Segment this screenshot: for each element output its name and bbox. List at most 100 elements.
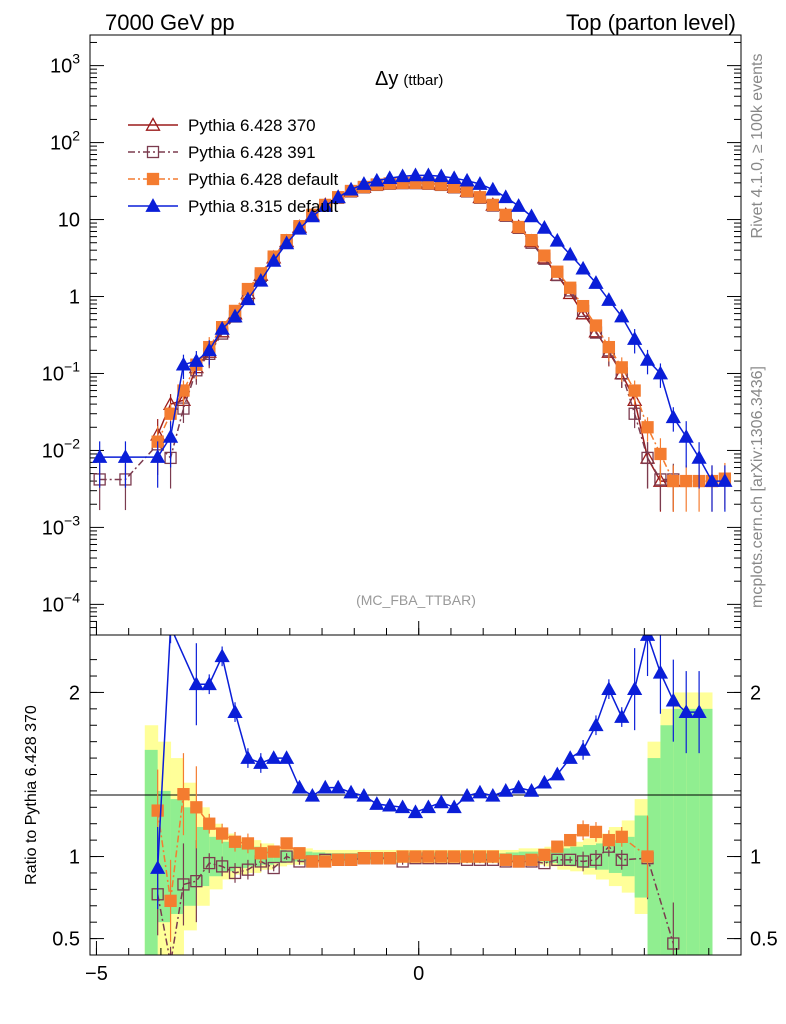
ratio-data-point [641, 850, 654, 863]
ratio-data-point [409, 850, 422, 863]
data-point [395, 168, 411, 183]
green-band-segment [235, 845, 249, 869]
ratio-data-point [433, 794, 449, 809]
data-point [460, 184, 474, 198]
ratio-data-point [150, 860, 166, 874]
ratio-data-point [215, 827, 229, 840]
data-point [356, 176, 372, 190]
data-point [667, 474, 680, 488]
ratio-data-point [280, 850, 293, 863]
y-tick-label: 10−3 [42, 512, 80, 539]
green-band-segment [170, 799, 184, 914]
observable-symbol: Δy [375, 68, 398, 90]
green-band-segment [299, 851, 313, 862]
ratio-data-point [306, 855, 319, 868]
green-band-segment [144, 749, 159, 955]
legend-entry: Pythia 8.315 default [128, 197, 339, 216]
ratio-data-point [564, 833, 577, 847]
ratio-data-point [203, 856, 216, 870]
ratio-data-point [422, 850, 435, 863]
data-point [523, 208, 540, 223]
mcplots-label: mcplots.cern.ch [arXiv:1306.3436] [749, 366, 766, 608]
y-tick-label: 103 [50, 51, 80, 78]
header-process-label: Top (parton level) [566, 10, 736, 35]
y-tick-exponent: −4 [64, 589, 80, 605]
data-point [164, 407, 177, 420]
ratio-data-point [267, 861, 280, 875]
ratio-data-point [564, 853, 577, 866]
ratio-data-point [319, 855, 332, 868]
series-0 [150, 174, 681, 512]
data-point [486, 198, 499, 212]
y-tick-base: 10 [42, 440, 64, 462]
ratio-data-point [601, 681, 617, 696]
data-point [652, 365, 669, 380]
x-tick-label: −5 [85, 963, 108, 985]
series-line [99, 174, 725, 482]
legend-marker [145, 117, 161, 131]
data-point [576, 299, 590, 313]
ratio-data-point [214, 648, 230, 663]
green-band-segment [699, 708, 713, 955]
ratio-data-point [485, 787, 501, 802]
ratio-uncertainty-bands [144, 692, 713, 955]
green-band-segment [518, 851, 533, 862]
green-band-segment [583, 845, 597, 869]
data-point [201, 342, 217, 357]
green-band-segment [660, 725, 674, 955]
ratio-data-point [190, 801, 203, 814]
ratio-data-point [370, 852, 383, 865]
data-point [641, 421, 654, 434]
green-band-segment [621, 836, 636, 877]
legend-label: Pythia 6.428 default [188, 170, 339, 189]
series-line [156, 182, 726, 482]
ratio-data-point [395, 799, 411, 814]
data-point [240, 291, 256, 306]
y-tick-base: 10 [50, 56, 72, 78]
data-point [525, 234, 538, 247]
observable-title: Δy (ttbar) [375, 68, 443, 90]
ratio-data-point [188, 676, 204, 691]
y-tick-base: 10 [42, 363, 64, 385]
ratio-data-point [253, 755, 269, 769]
data-point [177, 384, 190, 397]
data-point [717, 473, 733, 487]
green-band-segment [312, 852, 326, 861]
ratio-data-point [266, 750, 282, 764]
y-tick-exponent: −1 [64, 358, 80, 374]
ratio-data-point [383, 852, 396, 865]
ratio-y-tick-label-right: 2 [750, 682, 761, 704]
green-band-segment [479, 853, 494, 860]
green-band-segment [673, 708, 687, 955]
observable-suffix: (ttbar) [403, 72, 443, 89]
ratio-data-point [446, 799, 462, 814]
data-point [575, 260, 591, 275]
ratio-data-point [576, 855, 590, 868]
green-band-segment [363, 853, 378, 860]
data-point [665, 409, 681, 424]
ratio-data-point [291, 779, 308, 794]
data-point [459, 172, 475, 187]
ratio-data-point [304, 787, 320, 802]
ratio-data-point [538, 848, 551, 862]
ratio-data-point [448, 850, 461, 863]
ratio-data-point [228, 835, 242, 848]
y-tick-base: 10 [50, 133, 72, 155]
y-tick-label: 10 [58, 210, 80, 232]
data-point [446, 170, 462, 185]
ratio-series-2 [150, 635, 707, 910]
ratio-data-point [615, 853, 628, 866]
data-point [628, 407, 641, 420]
data-point [317, 198, 333, 212]
ratio-data-point [357, 852, 371, 865]
ratio-data-point [627, 681, 643, 696]
green-band-segment [570, 846, 584, 867]
ratio-data-point [332, 853, 345, 866]
ratio-data-point [241, 863, 255, 876]
series-line [99, 182, 674, 481]
data-point [278, 235, 295, 250]
data-point [628, 384, 641, 397]
data-point [562, 246, 578, 261]
